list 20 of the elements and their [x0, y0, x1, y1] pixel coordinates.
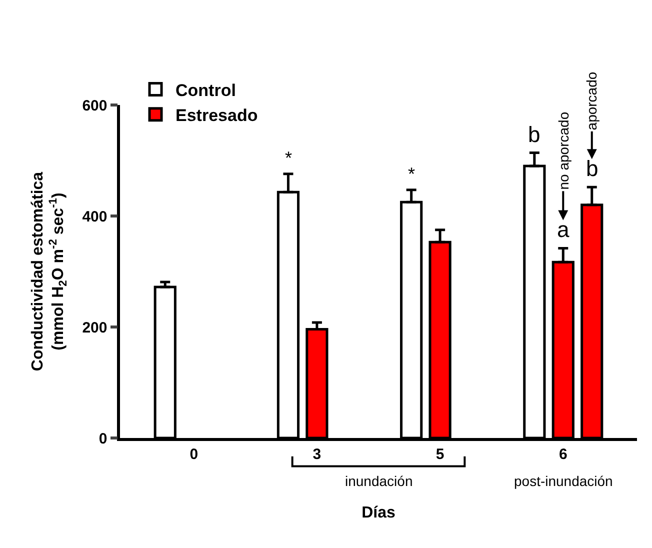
y-tick-label: 200: [82, 319, 108, 336]
annotation: b: [528, 122, 540, 147]
text: inundación: [345, 473, 413, 489]
x-tick-label: 0: [190, 446, 198, 463]
x-tick-label: 5: [436, 446, 444, 463]
annotation: a: [557, 217, 570, 242]
x-tick-label: 6: [558, 446, 568, 463]
y-tick-label: 400: [82, 208, 108, 226]
annotation: no aporcado: [556, 112, 572, 190]
annotation: *: [285, 148, 292, 168]
x-axis-title: Días: [362, 504, 396, 522]
annotation: aporcado: [584, 72, 600, 130]
y-tick-label: 600: [82, 97, 108, 114]
legend-label: Estresado: [176, 106, 258, 125]
annotation: b: [586, 156, 598, 181]
text: post-inundación: [514, 473, 613, 489]
legend-label: Control: [176, 80, 236, 100]
x-tick-label: 3: [312, 446, 322, 463]
annotation: *: [408, 164, 416, 184]
y-tick-label: 0: [98, 430, 108, 448]
